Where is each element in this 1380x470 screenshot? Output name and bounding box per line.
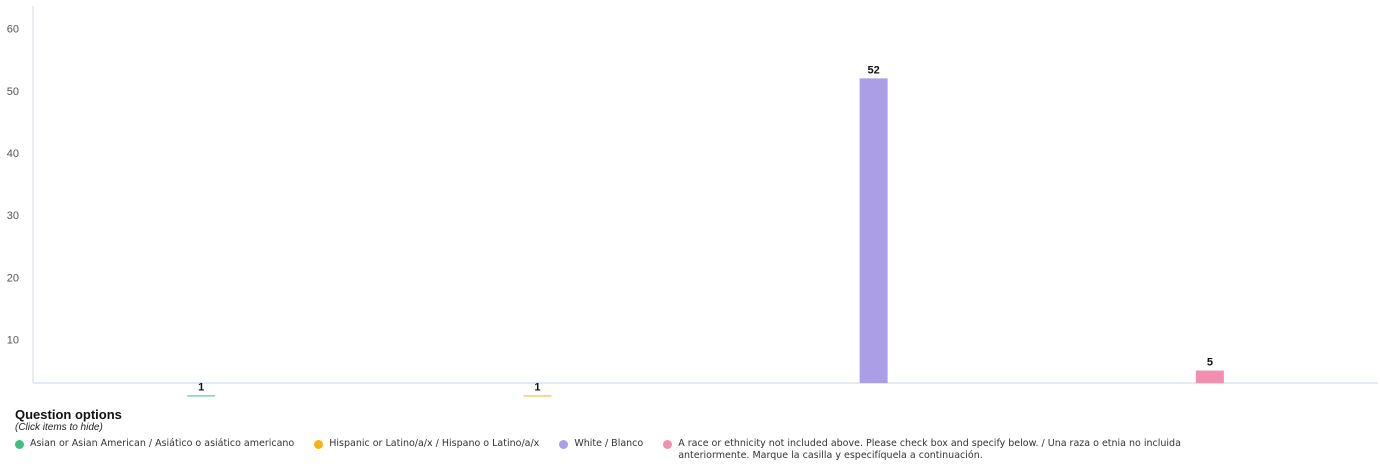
legend-hint: (Click items to hide) [15, 422, 103, 433]
legend-item[interactable]: Asian or Asian American / Asiático o asi… [15, 438, 294, 450]
y-tick-label: 20 [7, 272, 19, 284]
y-tick-label: 30 [7, 210, 19, 222]
y-tick-label: 50 [7, 86, 19, 98]
bar[interactable] [1195, 370, 1224, 383]
legend-label: White / Blanco [574, 438, 644, 449]
bar[interactable] [859, 78, 888, 383]
legend-label: Hispanic or Latino/a/x / Hispano o Latin… [329, 438, 540, 449]
y-tick-label: 40 [7, 148, 19, 160]
legend-label: Asian or Asian American / Asiático o asi… [30, 438, 295, 449]
y-tick-label: 10 [7, 334, 19, 346]
bar-chart: 10 20 30 40 50 60 1 1 52 5 [7, 6, 1378, 397]
bar-value-label: 1 [534, 381, 540, 393]
legend-item[interactable]: Hispanic or Latino/a/x / Hispano o Latin… [314, 438, 539, 450]
legend-item[interactable]: White / Blanco [559, 438, 643, 450]
legend-marker [663, 440, 673, 449]
bar-value-label: 5 [1207, 357, 1213, 369]
legend-item[interactable]: A race or ethnicity not included above. … [663, 438, 1248, 462]
y-tick-label: 60 [7, 24, 19, 36]
legend-marker [314, 440, 324, 449]
legend-marker [15, 440, 24, 449]
legend-title: Question options [15, 407, 122, 422]
legend-label: A race or ethnicity not included above. … [678, 438, 1181, 461]
bar-value-label: 1 [198, 381, 204, 393]
bar-value-label: 52 [868, 64, 880, 76]
legend-items: Asian or Asian American / Asiático o asi… [15, 438, 1365, 462]
bar[interactable] [523, 395, 552, 397]
legend: Question options (Click items to hide) A… [15, 407, 1365, 462]
legend-marker [559, 440, 569, 449]
bar[interactable] [187, 395, 216, 397]
